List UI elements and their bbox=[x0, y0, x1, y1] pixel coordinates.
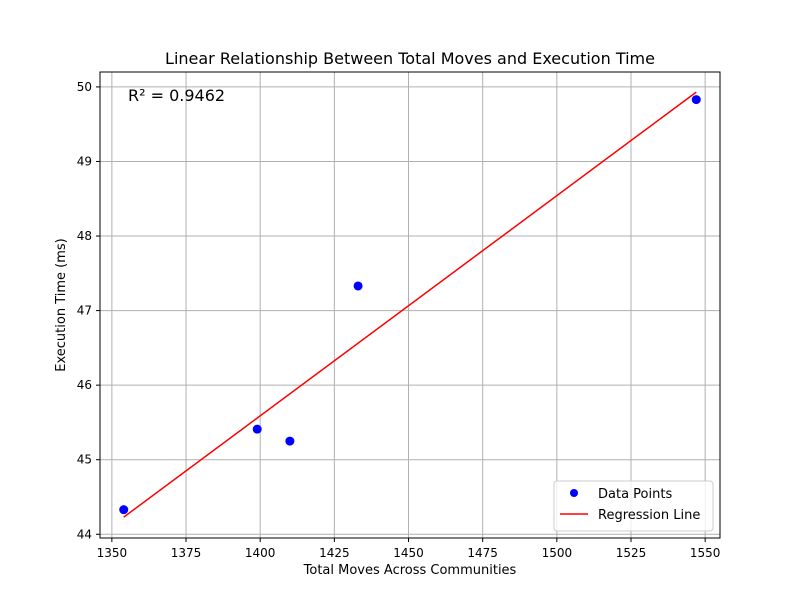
x-tick-label: 1350 bbox=[97, 546, 128, 560]
legend-box bbox=[553, 480, 714, 532]
data-point bbox=[252, 424, 262, 434]
r-squared-annotation: R² = 0.9462 bbox=[128, 86, 225, 105]
x-tick-label: 1375 bbox=[171, 546, 202, 560]
legend-label-regression-line: Regression Line bbox=[598, 508, 700, 523]
x-tick-label: 1400 bbox=[245, 546, 276, 560]
y-tick-label: 44 bbox=[77, 527, 92, 541]
legend-marker-data-points bbox=[570, 489, 578, 497]
x-axis-ticks: 1350 1375 1400 1425 1450 1475 1500 1525 1550 bbox=[97, 538, 721, 560]
x-tick-label: 1550 bbox=[690, 546, 721, 560]
data-point bbox=[691, 95, 701, 105]
y-tick-label: 46 bbox=[77, 378, 92, 392]
y-axis-label: Execution Time (ms) bbox=[54, 238, 69, 371]
chart-title: Linear Relationship Between Total Moves … bbox=[165, 49, 655, 68]
y-tick-label: 45 bbox=[77, 453, 92, 467]
y-tick-label: 49 bbox=[77, 154, 92, 168]
plot-data bbox=[119, 91, 701, 518]
x-tick-label: 1475 bbox=[467, 546, 498, 560]
data-point bbox=[353, 281, 363, 291]
y-tick-label: 50 bbox=[77, 80, 92, 94]
y-axis-ticks: 44 45 46 47 48 49 50 bbox=[77, 80, 100, 541]
legend-label-data-points: Data Points bbox=[598, 487, 672, 502]
plot-frame bbox=[99, 71, 721, 539]
data-point bbox=[285, 436, 295, 446]
grid bbox=[100, 72, 720, 538]
regression-line bbox=[123, 91, 697, 518]
legend: Data Points Regression Line bbox=[553, 480, 714, 532]
y-tick-label: 48 bbox=[77, 229, 92, 243]
x-tick-label: 1425 bbox=[319, 546, 350, 560]
x-tick-label: 1450 bbox=[393, 546, 424, 560]
y-tick-label: 47 bbox=[77, 304, 92, 318]
x-tick-label: 1525 bbox=[616, 546, 647, 560]
x-axis-label: Total Moves Across Communities bbox=[303, 563, 517, 578]
x-tick-label: 1500 bbox=[542, 546, 573, 560]
data-point bbox=[119, 505, 129, 515]
